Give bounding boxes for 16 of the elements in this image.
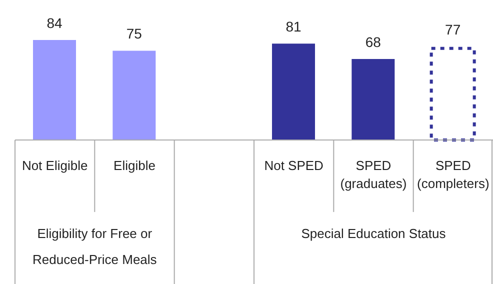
bar [272,44,315,140]
text: Special Education Status [301,226,446,241]
data-label: 68 [365,34,382,50]
data-label: 75 [126,26,142,42]
data-label: 81 [286,18,302,35]
data-label: 84 [46,15,62,31]
x-tick-label: SPED (graduates) [340,158,407,191]
x-tick-label: SPED (completers) [417,158,490,191]
x-tick-label: Not SPED [264,158,324,173]
text: Eligibility for Free or Reduced-Price Meals [32,226,158,267]
x-tick-label: Eligible [114,158,156,173]
bar [112,50,156,140]
x-tick-label: Not Eligible [22,158,88,173]
bar [352,59,395,140]
data-label: 77 [445,21,461,38]
bar [33,40,76,140]
